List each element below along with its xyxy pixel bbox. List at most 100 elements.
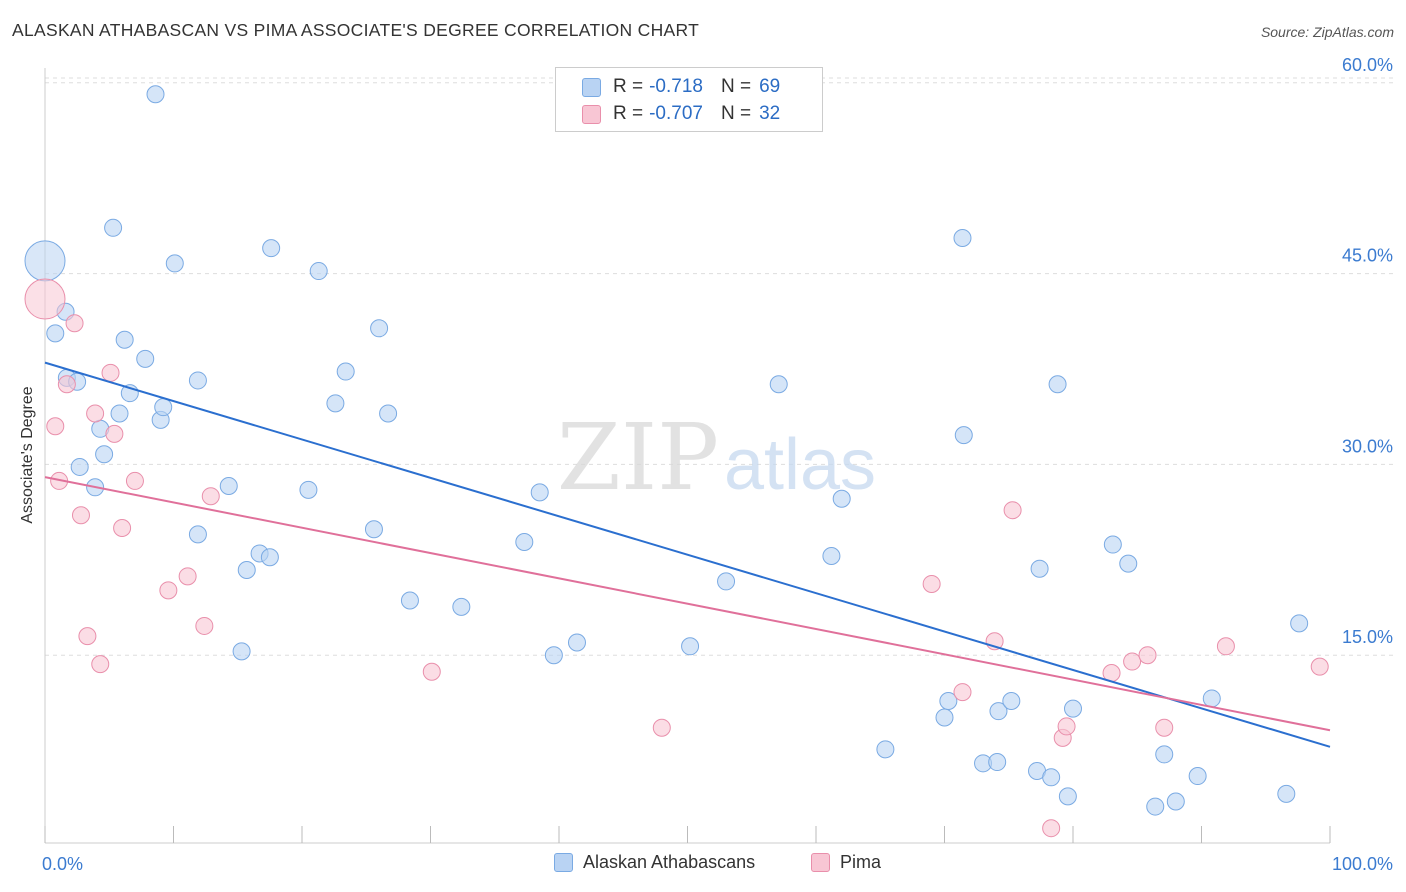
y-tick-label: 30.0% <box>1342 436 1393 456</box>
data-point <box>1058 787 1077 806</box>
data-point <box>1155 745 1174 764</box>
legend-r-label: R = <box>613 103 644 124</box>
data-point <box>1042 768 1061 787</box>
data-point <box>681 637 700 656</box>
legend-r-value: -0.718 <box>649 76 703 97</box>
watermark-zip: ZIP <box>557 404 719 511</box>
data-point <box>452 597 471 616</box>
data-point <box>544 646 563 665</box>
series-pima-points <box>24 278 1329 838</box>
data-point <box>24 278 66 320</box>
data-point <box>1002 691 1021 710</box>
data-point <box>178 567 197 586</box>
data-point <box>232 642 251 661</box>
y-tick-label: 60.0% <box>1342 55 1393 75</box>
data-point <box>136 349 155 368</box>
legend-item-pima: Pima <box>811 852 881 873</box>
data-point <box>935 708 954 727</box>
legend-swatch-pink <box>582 104 601 124</box>
legend-r-value: -0.707 <box>649 103 703 124</box>
data-point <box>46 417 65 436</box>
data-point <box>1146 797 1165 816</box>
data-point <box>953 228 972 247</box>
data-point <box>822 546 841 565</box>
data-point <box>370 319 389 338</box>
legend-row-alaskan-athabascans: R = -0.718 N = 69 <box>582 75 780 99</box>
x-tick-labels: 0.0% 100.0% <box>42 854 1393 874</box>
x-tick-label: 100.0% <box>1332 854 1393 874</box>
data-point <box>260 548 279 567</box>
data-point <box>110 404 129 423</box>
data-point <box>159 581 178 600</box>
data-point <box>86 404 105 423</box>
data-point <box>219 477 238 496</box>
data-point <box>717 572 736 591</box>
data-point <box>309 262 328 281</box>
data-point <box>939 691 958 710</box>
data-point <box>988 753 1007 772</box>
chart-title: ALASKAN ATHABASCAN VS PIMA ASSOCIATE'S D… <box>12 20 700 40</box>
data-point <box>876 740 895 759</box>
data-point <box>1166 792 1185 811</box>
data-point <box>95 445 114 464</box>
legend-row-pima: R = -0.707 N = 32 <box>582 102 780 126</box>
data-point <box>400 591 419 610</box>
legend-item-alaskan-athabascans: Alaskan Athabascans <box>554 852 755 873</box>
data-point <box>1155 718 1174 737</box>
data-point <box>1310 657 1329 676</box>
data-point <box>91 655 110 674</box>
trend-line-pima <box>44 476 1331 732</box>
data-point <box>1003 501 1022 520</box>
data-point <box>989 702 1008 721</box>
legend-swatch-blue <box>554 853 573 872</box>
data-point <box>1290 614 1309 633</box>
legend-swatch-blue <box>582 77 601 97</box>
data-point <box>78 627 97 646</box>
legend-n-label: N = <box>720 103 752 124</box>
data-point <box>1202 689 1221 708</box>
y-tick-label: 45.0% <box>1342 246 1393 266</box>
data-point <box>146 85 165 104</box>
data-point <box>326 394 345 413</box>
watermark-atlas: atlas <box>724 425 876 505</box>
data-point <box>769 375 788 394</box>
data-point <box>954 426 973 445</box>
data-point <box>1123 652 1142 671</box>
data-point <box>262 239 281 258</box>
data-point <box>65 314 84 333</box>
data-point <box>201 487 220 506</box>
data-point <box>1103 535 1122 554</box>
x-tick-label: 0.0% <box>42 854 83 874</box>
y-tick-labels: 15.0% 30.0% 45.0% 60.0% <box>1342 55 1393 647</box>
data-point <box>104 218 123 237</box>
data-point <box>1057 717 1076 736</box>
data-point <box>1138 646 1157 665</box>
data-point <box>1216 637 1235 656</box>
axes <box>44 68 1331 844</box>
legend-swatch-pink <box>811 853 830 872</box>
correlation-legend: R = -0.718 N = 69 R = -0.707 N = 32 <box>555 67 823 132</box>
legend-r-label: R = <box>613 76 644 97</box>
data-point <box>336 362 355 381</box>
data-point <box>1030 559 1049 578</box>
data-point <box>113 519 132 537</box>
source-label: Source: ZipAtlas.com <box>1260 24 1394 40</box>
data-point <box>530 483 549 502</box>
data-point <box>1064 699 1082 718</box>
data-point <box>125 471 144 490</box>
legend-n-value: 69 <box>759 76 781 97</box>
data-point <box>115 330 134 349</box>
data-point <box>165 254 184 273</box>
data-point <box>515 532 534 551</box>
data-point <box>57 375 76 394</box>
y-axis-label: Associate's Degree <box>19 386 36 524</box>
data-point <box>188 371 207 390</box>
legend-label-pima: Pima <box>840 852 882 872</box>
data-point <box>195 616 214 635</box>
data-point <box>188 525 207 544</box>
data-point <box>922 574 941 593</box>
data-point <box>105 424 124 443</box>
data-point <box>299 480 318 499</box>
data-point <box>832 489 851 508</box>
legend-label-alaskan-athabascans: Alaskan Athabascans <box>583 852 756 872</box>
